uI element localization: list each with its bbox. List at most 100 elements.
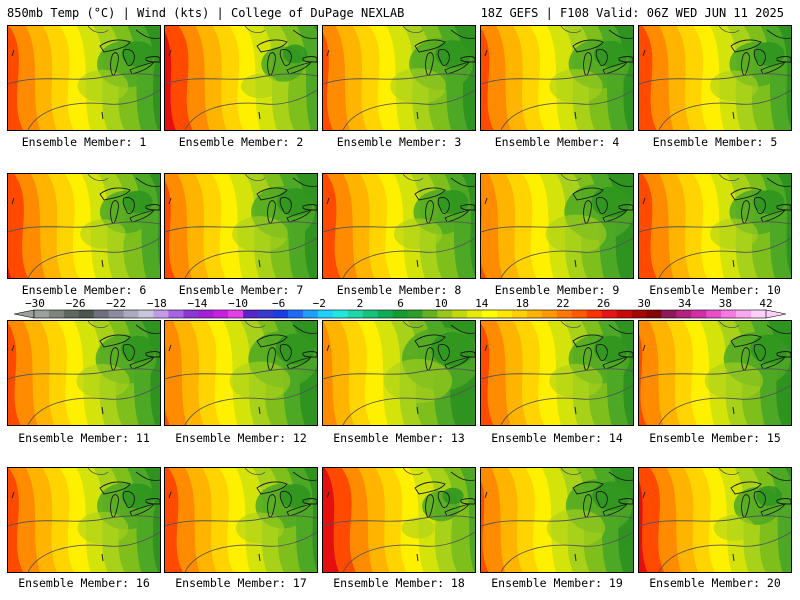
panel-label: Ensemble Member: 13 [333, 431, 465, 445]
colorbar-swatch [541, 310, 558, 318]
colorbar-swatch [273, 310, 289, 318]
run-valid-time: 18Z GEFS | F108 Valid: 06Z WED JUN 11 20… [480, 6, 784, 20]
panel-label: Ensemble Member: 12 [175, 431, 307, 445]
colorbar-swatch [198, 310, 214, 318]
ensemble-panel-17 [164, 467, 318, 573]
colorbar-swatch [78, 310, 95, 318]
colorbar-swatch [258, 310, 274, 318]
ensemble-panel-18 [322, 467, 476, 573]
colorbar-swatch [153, 310, 169, 318]
colorbar-swatch [347, 310, 363, 318]
panel-label: Ensemble Member: 9 [494, 283, 620, 297]
colorbar-swatch [482, 310, 498, 318]
panel-label: Ensemble Member: 5 [652, 135, 778, 149]
colorbar-tick-label: 2 [356, 297, 364, 310]
colorbar-swatch [168, 310, 184, 318]
colorbar-swatch [571, 310, 588, 318]
colorbar-swatch [721, 310, 737, 318]
colorbar-swatch [243, 310, 259, 318]
panel-label: Ensemble Member: 14 [491, 431, 623, 445]
colorbar-swatch [526, 310, 543, 318]
colorbar-swatch [601, 310, 617, 318]
colorbar-swatch [392, 310, 408, 318]
colorbar-swatch [407, 310, 423, 318]
ensemble-panel-6 [7, 173, 161, 279]
ensemble-panel-10 [638, 173, 792, 279]
colorbar-tick-label: −14 [187, 297, 208, 310]
panel-label: Ensemble Member: 2 [178, 135, 304, 149]
panel-label: Ensemble Member: 20 [649, 576, 781, 590]
colorbar-tick-label: −22 [106, 297, 127, 310]
ensemble-panel-3 [322, 25, 476, 131]
ensemble-panel-20 [638, 467, 792, 573]
colorbar-tick-label: −6 [272, 297, 286, 310]
colorbar-swatch [556, 310, 573, 318]
colorbar-tick-label: 30 [637, 297, 651, 310]
colorbar-swatch [287, 310, 304, 318]
colorbar-swatch [34, 310, 50, 318]
colorbar-swatch [691, 310, 707, 318]
panel-label: Ensemble Member: 4 [494, 135, 620, 149]
ensemble-panel-14 [480, 320, 634, 426]
colorbar-tick-label: −18 [146, 297, 167, 310]
colorbar-swatch [317, 310, 334, 318]
panel-label: Ensemble Member: 17 [175, 576, 307, 590]
colorbar-swatch [302, 310, 319, 318]
panel-label: Ensemble Member: 16 [18, 576, 150, 590]
colorbar-swatch [631, 310, 647, 318]
colorbar-tick-label: 22 [556, 297, 570, 310]
temperature-colorbar [14, 309, 786, 319]
colorbar-tick-label: −26 [65, 297, 86, 310]
panel-label: Ensemble Member: 10 [649, 283, 781, 297]
panel-label: Ensemble Member: 18 [333, 576, 465, 590]
ensemble-panel-13 [322, 320, 476, 426]
colorbar-swatch [512, 310, 528, 318]
colorbar-swatch [362, 310, 378, 318]
ensemble-panel-8 [322, 173, 476, 279]
colorbar-swatch [93, 310, 109, 318]
colorbar-tick-label: 34 [678, 297, 692, 310]
colorbar-swatch [377, 310, 393, 318]
colorbar-swatch [63, 310, 80, 318]
colorbar-swatch [676, 310, 692, 318]
colorbar-swatch [661, 310, 677, 318]
colorbar-tick-label: 38 [718, 297, 732, 310]
colorbar-tick-label: 14 [475, 297, 489, 310]
ensemble-panel-1 [7, 25, 161, 131]
panel-label: Ensemble Member: 1 [21, 135, 147, 149]
ensemble-panel-12 [164, 320, 318, 426]
colorbar-swatch [48, 310, 65, 318]
panel-label: Ensemble Member: 15 [649, 431, 781, 445]
ensemble-panel-9 [480, 173, 634, 279]
colorbar-tick-label: 18 [515, 297, 529, 310]
colorbar-swatch [108, 310, 124, 318]
colorbar-swatch [422, 310, 438, 318]
colorbar-swatch [452, 310, 468, 318]
colorbar-tick-label: 26 [596, 297, 611, 310]
colorbar-swatch [123, 310, 139, 318]
ensemble-panel-5 [638, 25, 792, 131]
map-title: 850mb Temp (°C) | Wind (kts) | College o… [7, 6, 405, 20]
colorbar-tick-label: −2 [312, 297, 326, 310]
colorbar-tick-label: 6 [397, 297, 404, 310]
panel-label: Ensemble Member: 3 [336, 135, 462, 149]
panel-label: Ensemble Member: 11 [18, 431, 150, 445]
panel-label: Ensemble Member: 7 [178, 283, 304, 297]
colorbar-swatch [228, 310, 244, 318]
panel-label: Ensemble Member: 8 [336, 283, 462, 297]
colorbar-swatch [332, 310, 349, 318]
panel-label: Ensemble Member: 19 [491, 576, 623, 590]
ensemble-panel-11 [7, 320, 161, 426]
ensemble-panel-19 [480, 467, 634, 573]
colorbar-swatch [646, 310, 662, 318]
colorbar-swatch [736, 310, 752, 318]
colorbar-swatch [497, 310, 513, 318]
colorbar-swatch [138, 310, 154, 318]
colorbar-swatch [586, 310, 602, 318]
ensemble-panel-2 [164, 25, 318, 131]
colorbar-swatch [751, 310, 767, 318]
colorbar-swatch [437, 310, 453, 318]
colorbar-swatch [616, 310, 632, 318]
colorbar-tick-label: −10 [228, 297, 248, 310]
colorbar-swatch [467, 310, 483, 318]
